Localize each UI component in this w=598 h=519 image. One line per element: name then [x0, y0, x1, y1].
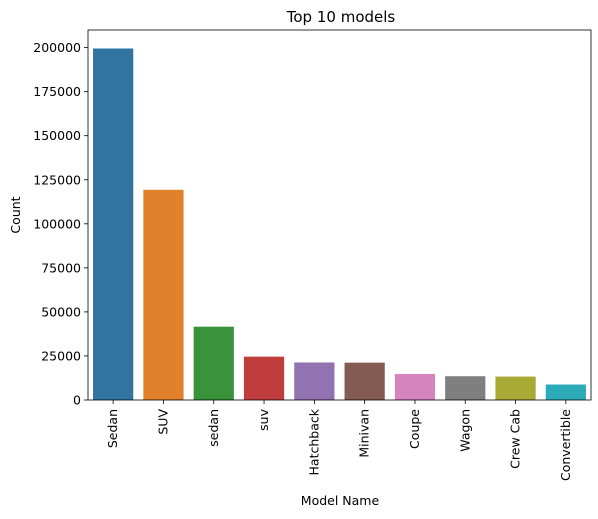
bar-convertible: [545, 384, 586, 400]
bar-hatchback: [294, 362, 335, 400]
x-tick-label: Minivan: [357, 409, 372, 458]
x-tick-label: Crew Cab: [508, 409, 523, 469]
bar-sedan: [93, 48, 134, 400]
x-tick-label: Convertible: [558, 409, 573, 481]
bar-minivan: [344, 362, 385, 400]
y-tick-label: 200000: [33, 40, 81, 55]
bar-coupe: [394, 373, 436, 400]
x-tick-label: Coupe: [407, 409, 422, 449]
x-axis: Sedan SUV sedan suv Hatchback Minivan Coupe Wag…: [105, 400, 573, 481]
x-axis-label: Model Name: [301, 493, 380, 508]
y-tick-label: 125000: [33, 172, 81, 187]
y-tick-label: 0: [73, 393, 81, 408]
y-tick-label: 75000: [41, 260, 81, 275]
y-axis-label: Count: [8, 196, 23, 233]
y-tick-label: 100000: [33, 216, 81, 231]
y-tick-label: 175000: [33, 84, 81, 99]
chart-title: Top 10 models: [286, 8, 396, 26]
bar-suv: [243, 356, 285, 400]
y-tick-label: 150000: [33, 128, 81, 143]
x-tick-label: SUV: [155, 409, 170, 435]
x-tick-label: Hatchback: [306, 408, 321, 475]
x-tick-label: suv: [256, 408, 271, 430]
y-tick-label: 25000: [41, 348, 81, 363]
bar-sedan: [193, 326, 234, 400]
bars-group: [93, 48, 586, 400]
x-tick-label: sedan: [206, 409, 221, 447]
x-tick-label: Wagon: [457, 409, 472, 452]
bar-crew-cab: [495, 376, 536, 400]
x-tick-label: Sedan: [105, 409, 120, 448]
y-axis: 0 25000 50000 75000 100000 125000 150000 175000…: [33, 40, 88, 408]
plot-frame: [87, 29, 592, 401]
bar-wagon: [445, 376, 486, 400]
y-tick-label: 50000: [41, 304, 81, 319]
bar-suv: [143, 189, 184, 400]
